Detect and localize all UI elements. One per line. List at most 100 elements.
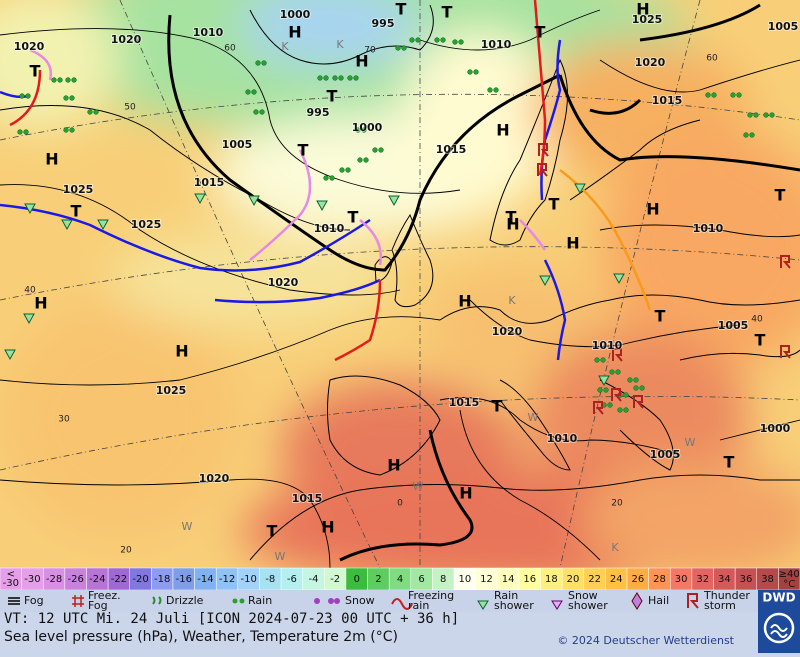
legend-label: Fog (24, 594, 44, 607)
legend-label: Drizzle (166, 594, 204, 607)
scale-label: 30 (675, 574, 688, 585)
legend-label: Snow (345, 594, 375, 607)
rain-dot (458, 39, 464, 45)
rain-dot (747, 112, 753, 118)
rain-shower (574, 183, 586, 195)
rain-dot (23, 129, 29, 135)
scale-label: 10 (458, 574, 471, 585)
graticule-label: 30 (58, 415, 70, 425)
thunderstorm (780, 255, 791, 269)
rain-dot (395, 45, 401, 51)
rain-shower (97, 219, 109, 231)
pressure-system: H (636, 0, 649, 19)
rain-dot (251, 89, 257, 95)
rain-dot (736, 92, 742, 98)
rain-dot (345, 167, 351, 173)
rain-shower (61, 219, 73, 231)
pressure-system: T (327, 87, 338, 106)
map: 1000 1020 1010 995 1010 1025 1005 1020 1020 1015 9… (0, 0, 800, 568)
graticule-label: 20 (120, 546, 132, 556)
legend-label: Freezing rain (408, 589, 454, 612)
pressure-label: 1000 (280, 8, 311, 21)
scale-label: -28 (46, 574, 62, 585)
rain-dot (753, 112, 759, 118)
scale-label: -18 (154, 574, 170, 585)
rain-shower (539, 275, 551, 287)
legend-label: Rain (248, 594, 272, 607)
pressure-system: H (288, 23, 301, 42)
scale-label: -26 (68, 574, 84, 585)
rain-dot (69, 127, 75, 133)
pressure-label: 1020 (14, 40, 45, 53)
rain-dot (363, 157, 369, 163)
scale-label: 14 (502, 574, 515, 585)
legend-icon (232, 598, 238, 604)
scale-label: 8 (440, 574, 446, 585)
rain-dot (603, 387, 609, 393)
rain-dot (749, 132, 755, 138)
scale-unit: °C (783, 579, 795, 590)
rain-dot (378, 147, 384, 153)
pressure-label: 1005 (718, 319, 749, 332)
temperature-scale: <-30 -30 -28 -26 -24 -22 -20 -18 -16 -14 -12 -10 -8-… (0, 567, 800, 591)
scale-label: 6 (418, 574, 424, 585)
pressure-system: T (755, 331, 766, 350)
scale-label: 38 (761, 574, 774, 585)
pressure-label: 1015 (436, 143, 467, 156)
graticule-label: 0 (397, 499, 403, 509)
pressure-label: 1000 (352, 121, 383, 134)
scale-label: 24 (610, 574, 623, 585)
pressure-system: T (298, 141, 309, 160)
scale-label: -6 (287, 574, 297, 585)
rain-dot (338, 75, 344, 81)
pressure-system: T (348, 208, 359, 227)
rain-dot (487, 87, 493, 93)
scale-label: 26 (631, 574, 644, 585)
pressure-label: 1005 (650, 448, 681, 461)
rain-shower (316, 200, 328, 212)
legend-icon (72, 595, 84, 607)
rain-dot (627, 377, 633, 383)
pressure-system: T (655, 307, 666, 326)
rain-dot (332, 75, 338, 81)
legend-icon (687, 593, 699, 609)
pressure-label: 1010 (592, 339, 623, 352)
scale-label: 22 (588, 574, 601, 585)
pressure-system: H (496, 121, 509, 140)
pressure-system: T (442, 3, 453, 22)
temperature-field (0, 0, 800, 568)
rain-dot (743, 132, 749, 138)
rain-shower (248, 195, 260, 207)
scale-label: -20 (132, 574, 148, 585)
pressure-system: T (506, 208, 517, 227)
legend-label: Snow shower (568, 589, 608, 612)
pressure-label: 1025 (632, 13, 663, 26)
pressure-label: 1015 (652, 94, 683, 107)
graticule-label: 60 (706, 54, 718, 64)
rain-dot (93, 109, 99, 115)
legend-label: Freez. Fog (88, 589, 121, 612)
pressure-label: 1020 (268, 276, 299, 289)
legend-icon (334, 598, 340, 604)
rain-dot (617, 407, 623, 413)
rain-dot (763, 112, 769, 118)
legend-icon (631, 592, 643, 610)
rain-dot (329, 175, 335, 181)
pressure-system: T (71, 202, 82, 221)
graticule-label: 20 (611, 499, 623, 509)
rain-dot (623, 407, 629, 413)
pressure-label: 1020 (635, 56, 666, 69)
highlighted-isobars (167, 3, 800, 562)
map-marker: W (413, 480, 424, 493)
scale-label: -24 (89, 574, 105, 585)
pressure-label: 1010 (547, 432, 578, 445)
map-marker: W (182, 520, 193, 533)
legend-label: Thunder storm (703, 589, 750, 612)
pressure-system: H (459, 484, 472, 503)
map-marker: K (281, 40, 289, 53)
pressure-label: 1010 (314, 222, 345, 235)
rain-dot (25, 93, 31, 99)
map-description: Sea level pressure (hPa), Weather, Tempe… (4, 629, 398, 645)
map-marker: K (336, 38, 344, 51)
pressure-label: 995 (372, 17, 395, 30)
